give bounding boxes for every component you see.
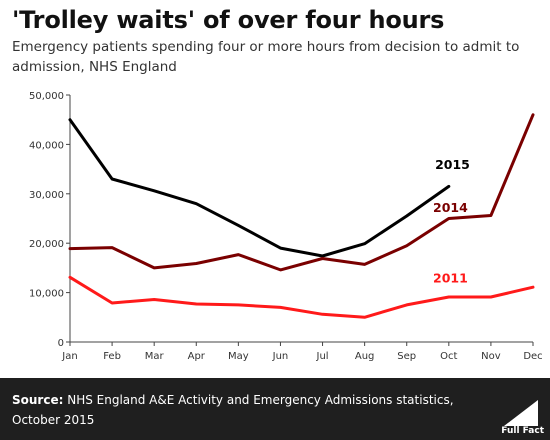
x-tick-label: Jun	[272, 351, 289, 362]
x-tick-label: Apr	[188, 351, 206, 362]
x-tick-label: May	[228, 351, 249, 362]
chart-title: 'Trolley waits' of over four hours	[12, 6, 445, 34]
source-label: Source:	[12, 393, 64, 407]
source-note: Source: NHS England A&E Activity and Eme…	[12, 390, 482, 430]
chart-subtitle: Emergency patients spending four or more…	[12, 39, 520, 75]
y-tick-label: 0	[58, 338, 64, 349]
y-tick-label: 40,000	[29, 140, 64, 151]
x-tick-label: Mar	[145, 351, 165, 362]
series-label-2011: 2011	[433, 271, 468, 286]
x-tick-label: Oct	[440, 351, 457, 362]
logo-text: Full Fact	[501, 426, 544, 436]
y-tick-label: 20,000	[29, 239, 64, 250]
full-fact-logo-icon	[504, 400, 538, 426]
line-chart: 0 10,000 20,000 30,000 40,000 50,000 Jan Feb Mar…	[29, 91, 543, 362]
x-tick-label: Jan	[61, 351, 77, 362]
series-line-2015	[68, 118, 451, 258]
series-label-2014: 2014	[433, 200, 468, 215]
y-tick-label: 50,000	[29, 91, 64, 102]
y-tick-label: 10,000	[29, 289, 64, 300]
x-tick-label: Dec	[523, 351, 542, 362]
x-tick-label: Aug	[355, 351, 375, 362]
series-label-2015: 2015	[435, 157, 470, 172]
footer: Source: NHS England A&E Activity and Eme…	[0, 378, 550, 440]
x-tick-label: Nov	[481, 351, 501, 362]
x-tick-label: Jul	[316, 351, 329, 362]
y-tick-label: 30,000	[29, 190, 64, 201]
series-line-2014	[68, 113, 535, 272]
series-line-2011	[68, 275, 535, 319]
x-tick-label: Sep	[397, 351, 416, 362]
source-text: NHS England A&E Activity and Emergency A…	[12, 393, 454, 427]
x-tick-label: Feb	[103, 351, 121, 362]
